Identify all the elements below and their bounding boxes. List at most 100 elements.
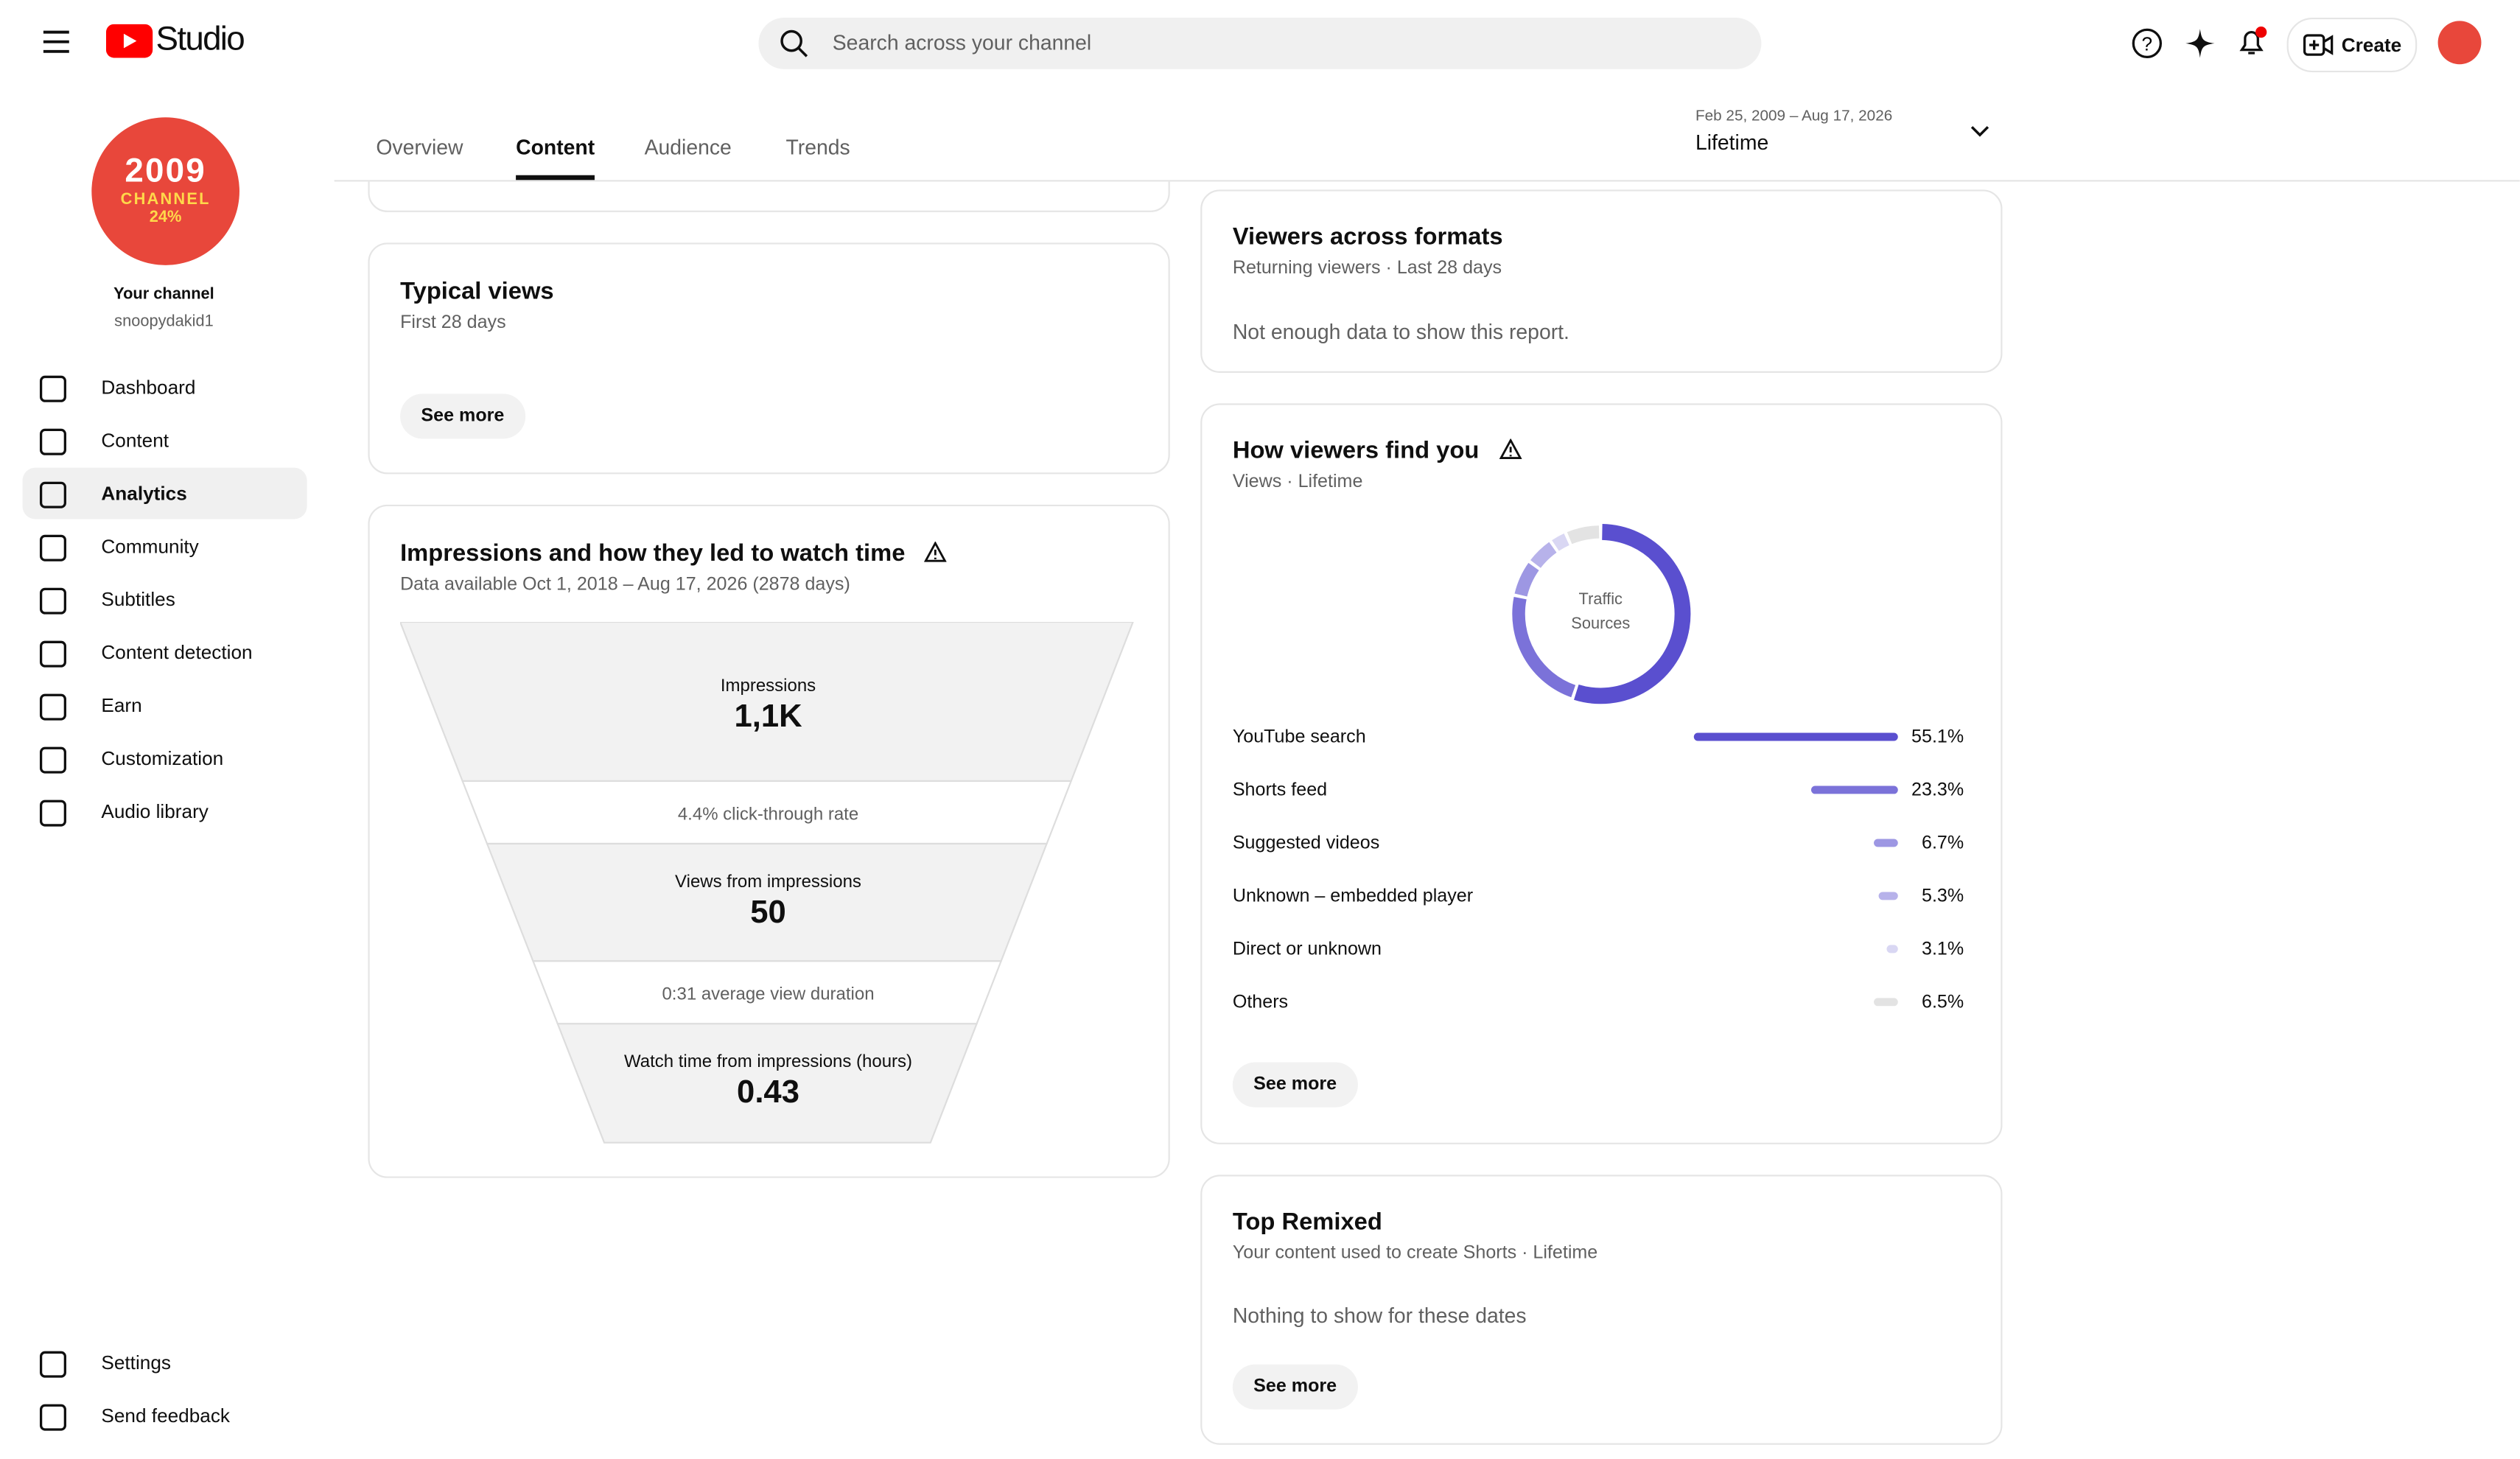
- source-percent: 6.7%: [1921, 833, 1964, 854]
- create-label: Create: [2341, 33, 2402, 57]
- nav-label: Content: [101, 429, 169, 452]
- source-name: Direct or unknown: [1232, 940, 1382, 960]
- nav-icon: [39, 587, 66, 615]
- create-button[interactable]: Create: [2286, 17, 2418, 73]
- nav-icon: [39, 1404, 66, 1431]
- card-message: Nothing to show for these dates: [1232, 1303, 1527, 1328]
- nav-item[interactable]: Content: [23, 415, 307, 466]
- source-name: Suggested videos: [1232, 833, 1380, 854]
- source-bar: [1811, 786, 1898, 794]
- nav-icon: [39, 481, 66, 508]
- nav-label: Dashboard: [101, 376, 196, 399]
- nav-item[interactable]: Earn: [23, 680, 307, 732]
- source-row: Others 6.5%: [1233, 987, 1964, 1019]
- funnel-value: 1,1K: [734, 699, 802, 735]
- source-bar: [1874, 998, 1898, 1007]
- source-row: YouTube search 55.1%: [1233, 721, 1964, 754]
- nav-item[interactable]: Content detection: [23, 627, 307, 679]
- nav-item[interactable]: Analytics: [22, 467, 307, 519]
- nav-label: Customization: [101, 747, 224, 770]
- nav-label: Community: [101, 535, 199, 558]
- donut-segment: [1514, 562, 1539, 597]
- nav-item[interactable]: Send feedback: [23, 1390, 307, 1442]
- tab[interactable]: Content: [516, 135, 595, 159]
- icon-shape: [39, 428, 66, 455]
- funnel-value: 0.43: [737, 1075, 799, 1111]
- dropdown-icon[interactable]: [1969, 124, 1992, 140]
- card-title: Typical views: [400, 278, 554, 306]
- nav-label: Content detection: [101, 641, 253, 664]
- avatar-line: CHANNEL: [120, 191, 211, 209]
- search-box[interactable]: Search across your channel: [758, 17, 1762, 69]
- nav-item[interactable]: Settings: [23, 1337, 307, 1389]
- viewers-formats-card: Viewers across formats Returning viewers…: [1200, 189, 2003, 373]
- nav-label: Earn: [101, 694, 142, 717]
- card-subtitle: Your content used to create Shorts · Lif…: [1232, 1244, 1598, 1264]
- svg-text:?: ?: [2142, 33, 2153, 55]
- icon-shape: [39, 693, 66, 721]
- help-icon[interactable]: ?: [2131, 27, 2163, 60]
- create-icon: [2303, 34, 2334, 56]
- nav-icon: [39, 640, 66, 668]
- icon-shape: [39, 640, 66, 668]
- donut-segment: [1512, 596, 1576, 698]
- nav-label: Send feedback: [101, 1404, 231, 1427]
- funnel-step: Watch time from impressions (hours) 0.43: [402, 1053, 1135, 1113]
- funnel-value: 50: [750, 895, 786, 931]
- icon-shape: [39, 534, 66, 561]
- funnel-step: Views from impressions 50: [402, 872, 1135, 932]
- channel-label: Your channel: [113, 286, 214, 304]
- source-percent: 5.3%: [1921, 886, 1964, 907]
- tab[interactable]: Audience: [644, 135, 732, 159]
- icon-shape: [39, 1404, 66, 1431]
- top-remixed-card: Top Remixed Your content used to create …: [1200, 1175, 2003, 1445]
- funnel: [400, 622, 1134, 1144]
- see-more-button[interactable]: See more: [400, 393, 525, 439]
- nav-item[interactable]: Dashboard: [23, 362, 307, 413]
- tab[interactable]: Overview: [376, 135, 463, 159]
- logo-icon[interactable]: [105, 24, 154, 58]
- source-row: Unknown – embedded player 5.3%: [1233, 881, 1964, 913]
- nav-item[interactable]: Community: [23, 521, 307, 573]
- source-bar: [1873, 839, 1898, 847]
- nav-item[interactable]: Subtitles: [23, 574, 307, 626]
- card-subtitle: Returning viewers · Last 28 days: [1232, 259, 1502, 279]
- nav-icon: [39, 693, 66, 721]
- typical-views-card: Typical views First 28 days See more: [368, 242, 1170, 475]
- funnel-rate: 0:31 average view duration: [662, 984, 875, 1005]
- warning-icon[interactable]: [924, 541, 948, 562]
- icon-shape: [39, 800, 66, 827]
- notifications-icon[interactable]: [2236, 24, 2271, 60]
- warning-icon[interactable]: [1498, 438, 1522, 460]
- source-row: Shorts feed 23.3%: [1233, 774, 1964, 807]
- nav-icon: [39, 428, 66, 455]
- card-title-text: How viewers find you: [1232, 437, 1480, 465]
- source-row: Direct or unknown 3.1%: [1233, 934, 1964, 966]
- source-bar: [1878, 892, 1898, 900]
- source-percent: 3.1%: [1921, 940, 1964, 960]
- icon-shape: [39, 746, 66, 774]
- see-more-button[interactable]: See more: [1232, 1062, 1358, 1108]
- card-title: Top Remixed: [1232, 1208, 1382, 1236]
- sparkle-icon[interactable]: [2184, 27, 2216, 60]
- tab[interactable]: Trends: [785, 135, 850, 159]
- menu-icon[interactable]: [42, 29, 71, 55]
- account-avatar[interactable]: [2437, 21, 2482, 65]
- nav-label: Audio library: [101, 800, 209, 823]
- see-more-button[interactable]: See more: [1232, 1364, 1358, 1410]
- source-name: YouTube search: [1232, 727, 1366, 748]
- donut-segment: [1574, 524, 1691, 704]
- nav-item[interactable]: Customization: [23, 733, 307, 785]
- source-name: Unknown – embedded player: [1232, 886, 1474, 907]
- nav-item[interactable]: Audio library: [23, 786, 307, 838]
- donut-center-label: Traffic Sources: [1571, 591, 1631, 634]
- funnel-label: Watch time from impressions (hours): [623, 1052, 913, 1072]
- source-bar: [1886, 945, 1898, 954]
- source-percent: 6.5%: [1921, 993, 1964, 1013]
- search-placeholder: Search across your channel: [832, 30, 1092, 55]
- funnel-rate: 4.4% click-through rate: [677, 805, 859, 825]
- card-message: Not enough data to show this report.: [1232, 320, 1569, 344]
- donut-segment: [1530, 542, 1557, 569]
- impressions-card: Impressions and how they led to watch ti…: [368, 504, 1170, 1178]
